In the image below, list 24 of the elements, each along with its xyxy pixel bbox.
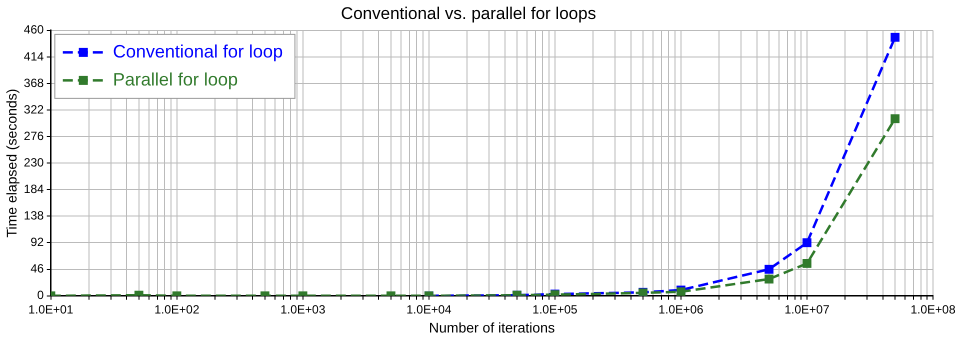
y-tick-label: 276 bbox=[24, 128, 44, 143]
y-tick-label: 138 bbox=[24, 208, 44, 222]
y-tick-label: 184 bbox=[24, 182, 44, 196]
y-tick-label: 322 bbox=[24, 102, 44, 116]
chart-title: Conventional vs. parallel for loops bbox=[340, 4, 596, 23]
x-tick-label: 1.0E+08 bbox=[910, 302, 956, 316]
x-tick-label: 1.0E+01 bbox=[28, 302, 74, 316]
x-axis-title: Number of iterations bbox=[428, 319, 555, 336]
y-axis-title: Time elapsed (seconds) bbox=[3, 88, 20, 238]
x-tick-label: 1.0E+02 bbox=[154, 302, 200, 316]
y-tick-label: 230 bbox=[24, 155, 44, 170]
y-tick-label: 368 bbox=[24, 76, 44, 90]
legend-label: Conventional for loop bbox=[112, 41, 283, 62]
y-tick-label: 46 bbox=[30, 262, 44, 276]
x-tick-label: 1.0E+06 bbox=[658, 302, 704, 316]
x-tick-label: 1.0E+04 bbox=[406, 302, 452, 316]
y-tick-label: 414 bbox=[24, 49, 44, 64]
legend-label: Parallel for loop bbox=[112, 69, 238, 90]
y-tick-label: 92 bbox=[30, 235, 44, 250]
x-tick-label: 1.0E+07 bbox=[784, 302, 830, 316]
x-tick-label: 1.0E+03 bbox=[280, 302, 326, 316]
y-tick-label: 0 bbox=[37, 288, 44, 302]
y-tick-label: 460 bbox=[24, 22, 44, 37]
x-tick-label: 1.0E+05 bbox=[532, 302, 578, 316]
